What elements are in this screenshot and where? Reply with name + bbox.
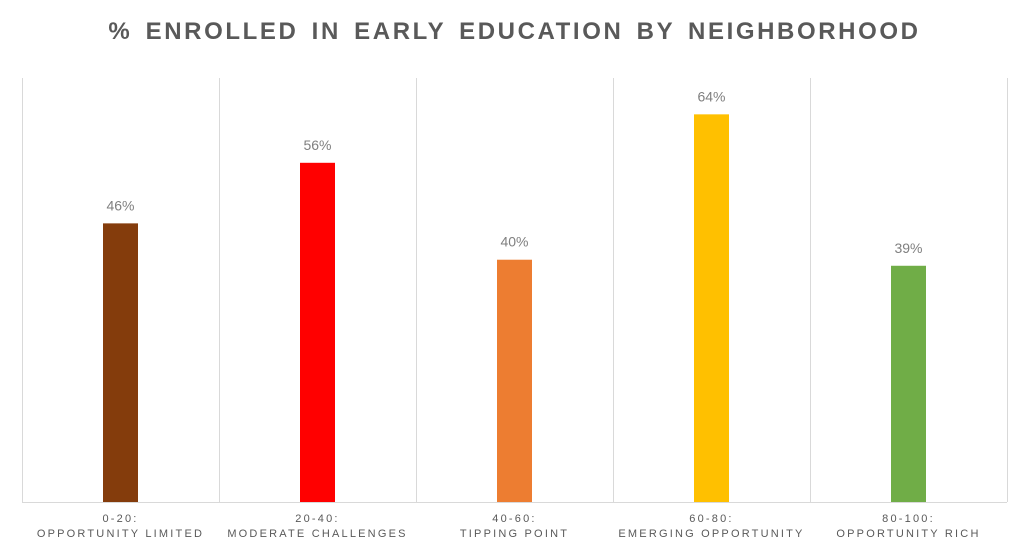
chart-title: % ENROLLED IN EARLY EDUCATION BY NEIGHBO…: [108, 18, 921, 45]
data-label-4: 39%: [894, 240, 922, 256]
category-labels: 0-20: OPPORTUNITY LIMITED 20-40: MODERATE C…: [37, 513, 980, 540]
category-label-4-line-1: OPPORTUNITY RICH: [836, 528, 980, 540]
bar-0: [103, 223, 138, 502]
bar-2: [497, 259, 532, 502]
category-label-3-line-1: EMERGING OPPORTUNITY: [618, 528, 804, 540]
data-label-3: 64%: [697, 88, 725, 104]
data-label-0: 46%: [106, 197, 134, 213]
category-label-0-line-0: 0-20:: [102, 513, 138, 525]
category-label-2-line-1: TIPPING POINT: [460, 528, 569, 540]
category-label-2-line-0: 40-60:: [492, 513, 536, 525]
category-label-0-line-1: OPPORTUNITY LIMITED: [37, 528, 204, 540]
category-label-4-line-0: 80-100:: [882, 513, 935, 525]
bars: [103, 114, 926, 503]
bar-3: [694, 114, 729, 502]
bar-1: [300, 162, 335, 503]
data-labels: 46% 56% 40% 64% 39%: [106, 88, 922, 255]
category-label-3-line-0: 60-80:: [689, 513, 733, 525]
grid-lines: [22, 78, 1008, 503]
data-label-2: 40%: [500, 234, 528, 250]
bar-4: [891, 265, 926, 502]
data-label-1: 56%: [303, 137, 331, 153]
category-label-1-line-1: MODERATE CHALLENGES: [227, 528, 407, 540]
category-label-1-line-0: 20-40:: [295, 513, 339, 525]
